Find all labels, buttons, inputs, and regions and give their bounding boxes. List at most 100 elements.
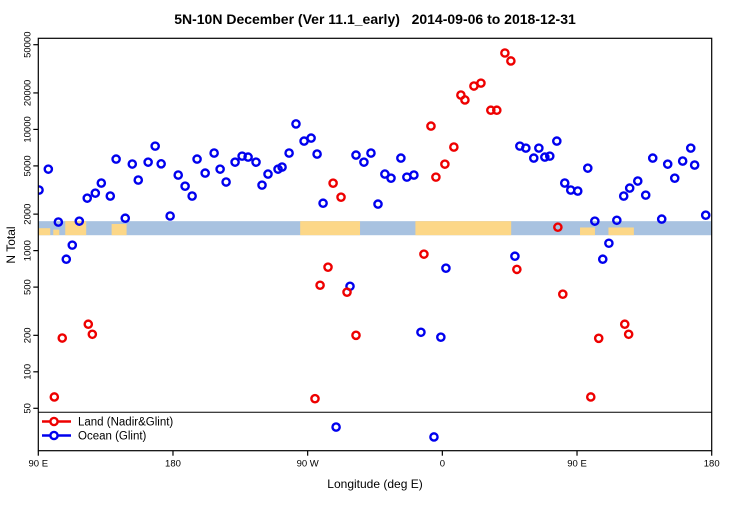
- data-point-ocean: [90, 188, 101, 198]
- data-point-land: [49, 392, 60, 402]
- data-point-ocean: [597, 254, 608, 265]
- x-tick-label: 90 E: [29, 459, 49, 470]
- map-strip-land-patch: [580, 227, 595, 236]
- data-point-ocean: [618, 191, 629, 201]
- data-point-land: [57, 333, 68, 343]
- data-point-ocean: [559, 178, 570, 188]
- data-point-ocean: [612, 215, 622, 226]
- data-point-ocean: [604, 238, 614, 249]
- data-point-ocean: [243, 152, 253, 162]
- y-tick-label: 500: [23, 279, 34, 295]
- y-tick-label: 50: [23, 403, 34, 414]
- data-point-ocean: [359, 157, 369, 167]
- data-point-ocean: [662, 159, 673, 169]
- map-strip-land-patch: [111, 223, 127, 236]
- data-point-ocean: [380, 169, 390, 179]
- data-point-land: [512, 264, 522, 275]
- data-point-land: [419, 249, 429, 259]
- data-point-ocean: [96, 178, 107, 188]
- legend-label-land: Land (Nadir&Glint): [78, 417, 173, 429]
- data-point-ocean: [416, 327, 426, 338]
- data-point-ocean: [656, 214, 667, 224]
- data-point-ocean: [386, 173, 396, 183]
- y-tick-label: 2000: [23, 204, 34, 225]
- x-tick-label: 180: [165, 459, 181, 470]
- data-point-land: [476, 78, 486, 88]
- data-point-ocean: [689, 160, 700, 170]
- axis-ticks: 50 100 200 500 1000 2000 5000 10000 20000 50000 90…: [23, 31, 720, 469]
- data-point-ocean: [156, 159, 166, 169]
- y-tick-label: 1000: [23, 240, 34, 261]
- data-point-land: [431, 172, 441, 182]
- data-point-ocean: [429, 432, 439, 442]
- data-point-ocean: [284, 148, 294, 158]
- y-tick-label: 20000: [23, 80, 34, 106]
- data-point-ocean: [640, 190, 651, 200]
- data-point-ocean: [544, 151, 555, 161]
- data-point-land: [449, 142, 459, 152]
- data-point-ocean: [669, 173, 680, 183]
- data-point-ocean: [215, 164, 225, 174]
- data-point-ocean: [572, 186, 583, 196]
- data-point-ocean: [351, 150, 361, 160]
- x-tick-label: 90 W: [297, 459, 319, 470]
- map-strip-ocean: [38, 221, 712, 236]
- data-point-ocean: [441, 263, 451, 273]
- y-tick-label: 200: [23, 327, 34, 343]
- data-point-ocean: [105, 191, 116, 201]
- data-point-ocean: [291, 119, 301, 129]
- map-strip-land-patch: [608, 227, 634, 236]
- data-point-ocean: [685, 143, 696, 153]
- legend: Land (Nadir&Glint) Ocean (Glint): [42, 417, 173, 443]
- data-point-ocean: [111, 154, 121, 164]
- legend-entry-land: Land (Nadir&Glint): [42, 417, 173, 429]
- data-point-land: [500, 48, 510, 58]
- data-point-ocean: [277, 162, 287, 172]
- data-point-land: [83, 319, 94, 330]
- data-point-ocean: [209, 148, 219, 158]
- data-point-ocean: [318, 198, 328, 209]
- legend-label-ocean: Ocean (Glint): [78, 431, 147, 443]
- data-point-ocean: [632, 176, 643, 186]
- data-point-ocean: [61, 254, 72, 265]
- data-point-ocean: [534, 143, 544, 153]
- data-point-ocean: [366, 148, 376, 158]
- data-point-ocean: [396, 153, 406, 163]
- map-strip-land-patch: [53, 229, 60, 236]
- data-point-ocean: [165, 211, 175, 221]
- map-strip-land-patch: [38, 228, 51, 236]
- data-point-ocean: [624, 183, 635, 193]
- data-point-ocean: [331, 422, 341, 432]
- data-point-land: [328, 178, 338, 188]
- data-point-land: [440, 159, 450, 169]
- data-point-ocean: [43, 164, 54, 174]
- x-tick-label: 90 E: [567, 459, 587, 470]
- data-point-ocean: [521, 143, 531, 153]
- plot-box: [37, 37, 713, 452]
- data-point-ocean: [187, 191, 197, 201]
- data-point-ocean: [173, 170, 184, 180]
- data-point-ocean: [53, 217, 64, 227]
- data-point-ocean: [528, 153, 539, 163]
- map-strip-land-patch: [415, 221, 512, 236]
- data-point-ocean: [647, 153, 658, 163]
- data-point-ocean: [251, 157, 261, 167]
- data-point-ocean: [700, 210, 711, 220]
- data-point-ocean: [409, 170, 419, 180]
- data-point-ocean: [200, 168, 210, 178]
- data-point-ocean: [436, 332, 446, 343]
- data-point-land: [87, 329, 98, 340]
- data-point-ocean: [263, 169, 273, 179]
- data-point-ocean: [312, 149, 322, 159]
- data-point-ocean: [143, 157, 153, 167]
- data-point-land: [585, 392, 596, 402]
- data-point-land: [506, 56, 516, 66]
- data-point-land: [619, 319, 630, 330]
- x-tick-label: 180: [704, 459, 720, 470]
- data-point-ocean: [82, 193, 93, 203]
- data-point-ocean: [677, 156, 688, 166]
- data-point-land: [460, 95, 470, 105]
- data-point-ocean: [590, 216, 600, 226]
- ocean-legend-circle-icon: [49, 430, 59, 441]
